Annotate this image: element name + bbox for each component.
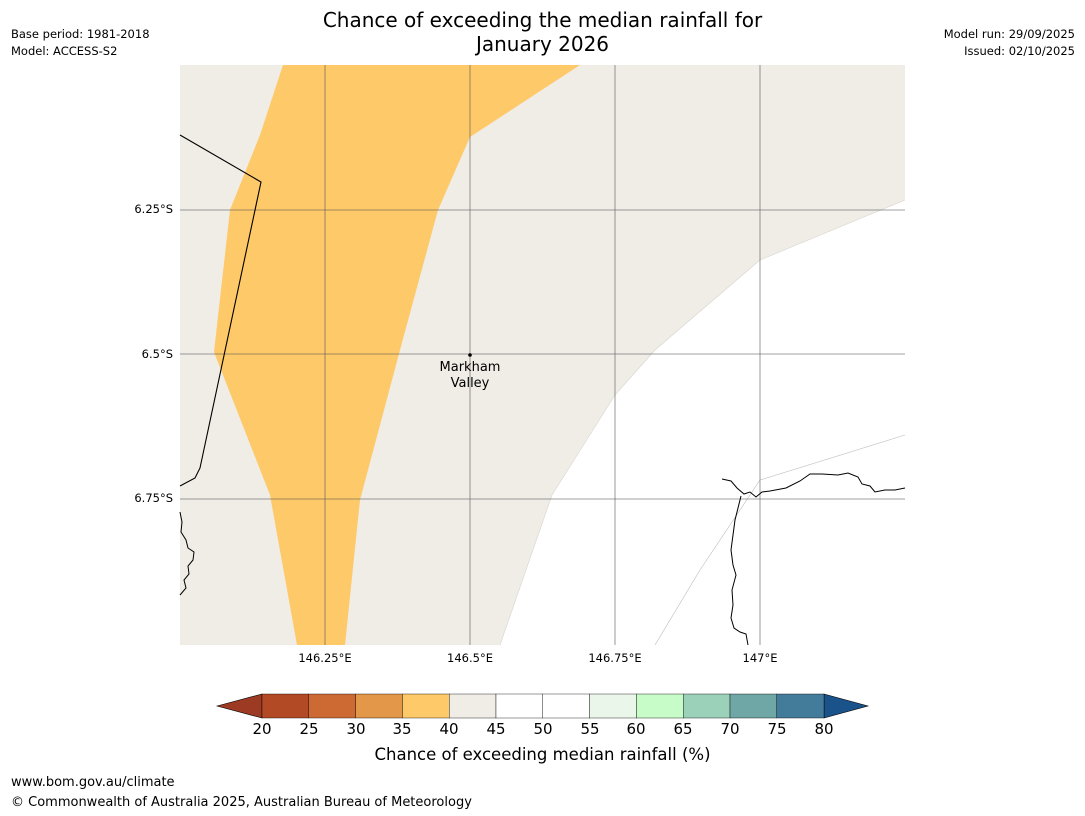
colorbar-tick-70: 70 — [720, 720, 740, 738]
colorbar-bin-20-25 — [261, 693, 309, 719]
colorbar-bin-65-70 — [683, 693, 731, 719]
colorbar-bin-70-75 — [729, 693, 777, 719]
colorbar-bin-45-50 — [495, 693, 543, 719]
lon-label-147e: 147°E — [742, 651, 778, 665]
colorbar-label: Chance of exceeding median rainfall (%) — [374, 745, 711, 764]
colorbar-bin-50-55 — [542, 693, 590, 719]
colorbar-tick-75: 75 — [767, 720, 787, 738]
model-name: Model: ACCESS-S2 — [11, 44, 118, 58]
colorbar — [215, 693, 870, 719]
colorbar-tick-55: 55 — [580, 720, 600, 738]
markham-valley-marker — [468, 353, 472, 357]
lat-label-6-75s: 6.75°S — [134, 491, 173, 505]
dotted-boundary — [654, 434, 906, 646]
colorbar-bin-40-45 — [449, 693, 497, 719]
lon-label-146-75e: 146.75°E — [588, 651, 642, 665]
lon-label-146-5e: 146.5°E — [447, 651, 493, 665]
place-label-markham-valley: Markham Valley — [420, 360, 520, 392]
colorbar-tick-80: 80 — [814, 720, 834, 738]
colorbar-tick-65: 65 — [673, 720, 693, 738]
title-line-2: January 2026 — [475, 32, 610, 56]
colorbar-tick-45: 45 — [486, 720, 506, 738]
colorbar-bin-60-65 — [636, 693, 684, 719]
colorbar-bin-35-40 — [402, 693, 450, 719]
issued-date: Issued: 02/10/2025 — [964, 44, 1075, 58]
region-boundary — [499, 199, 906, 646]
coastline-east — [721, 472, 906, 498]
colorbar-bin-30-35 — [355, 693, 403, 719]
title-line-1: Chance of exceeding the median rainfall … — [322, 8, 763, 32]
river — [730, 495, 749, 646]
colorbar-bin-55-60 — [589, 693, 637, 719]
colorbar-tick-60: 60 — [626, 720, 646, 738]
base-period: Base period: 1981-2018 — [11, 27, 150, 41]
lat-label-6-5s: 6.5°S — [141, 347, 173, 361]
metadata-left: Base period: 1981-2018 Model: ACCESS-S2 — [11, 26, 150, 60]
colorbar-tick-20: 20 — [252, 720, 272, 738]
lon-label-146-25e: 146.25°E — [298, 651, 352, 665]
lat-label-6-25s: 6.25°S — [134, 202, 173, 216]
place-label-line-1: Markham — [439, 360, 501, 375]
colorbar-tick-35: 35 — [392, 720, 412, 738]
map-title: Chance of exceeding the median rainfall … — [0, 8, 1085, 56]
border-line — [179, 134, 262, 487]
colorbar-tick-25: 25 — [299, 720, 319, 738]
colorbar-bin-75-80 — [776, 693, 825, 719]
metadata-right: Model run: 29/09/2025 Issued: 02/10/2025 — [944, 26, 1075, 60]
colorbar-bin-25-30 — [308, 693, 356, 719]
colorbar-low-arrow — [215, 693, 263, 719]
place-label-line-2: Valley — [450, 376, 490, 391]
coastline-west — [179, 511, 195, 596]
colorbar-tick-50: 50 — [533, 720, 553, 738]
colorbar-tick-40: 40 — [439, 720, 459, 738]
colorbar-high-arrow — [823, 693, 870, 719]
colorbar-tick-30: 30 — [346, 720, 366, 738]
footer-url[interactable]: www.bom.gov.au/climate — [11, 775, 175, 790]
footer-copyright: © Commonwealth of Australia 2025, Austra… — [11, 795, 472, 810]
model-run: Model run: 29/09/2025 — [943, 27, 1075, 41]
